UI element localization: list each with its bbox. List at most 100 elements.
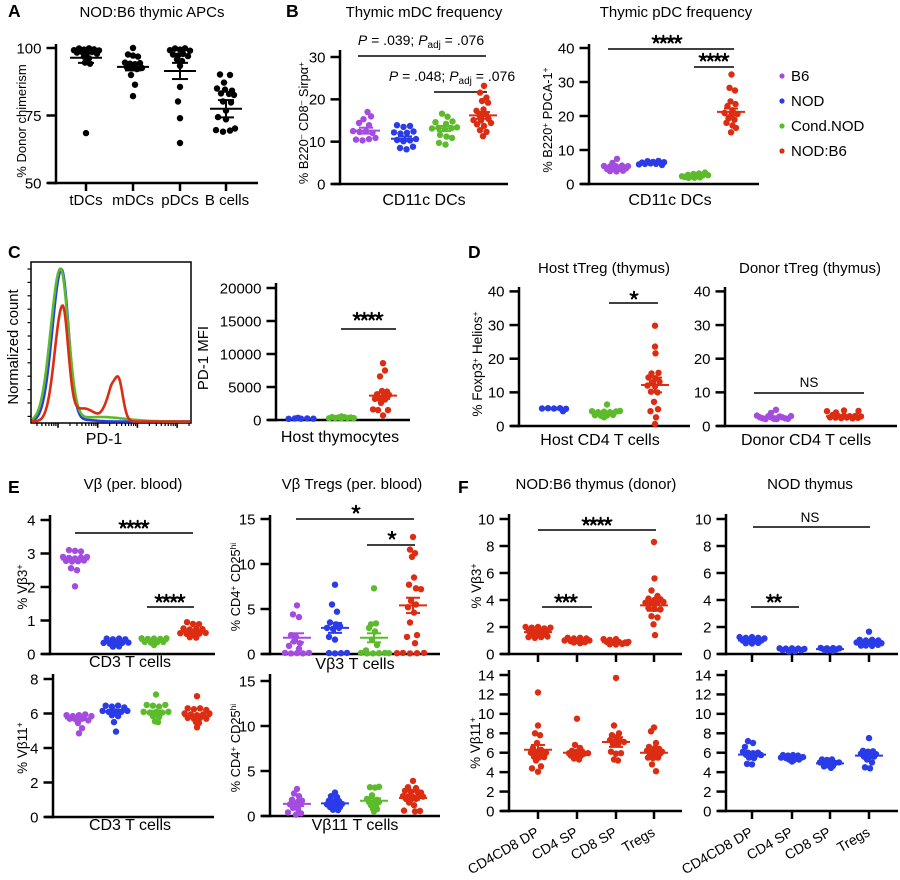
svg-text:30: 30	[309, 49, 326, 66]
svg-text:Normalized count: Normalized count	[6, 289, 22, 404]
svg-text:NOD:B6 thymus (donor): NOD:B6 thymus (donor)	[516, 476, 677, 493]
svg-text:100: 100	[16, 40, 41, 57]
svg-text:10: 10	[488, 385, 505, 402]
svg-text:0: 0	[496, 418, 504, 435]
svg-text:75: 75	[25, 108, 42, 125]
svg-text:0: 0	[702, 418, 710, 435]
svg-text:0: 0	[486, 646, 494, 663]
svg-text:10: 10	[558, 142, 575, 159]
svg-text:pDCs: pDCs	[161, 192, 199, 209]
svg-text:8: 8	[486, 726, 494, 743]
svg-text:0: 0	[27, 646, 35, 663]
svg-text:B cells: B cells	[205, 192, 249, 209]
svg-text:10: 10	[239, 556, 256, 573]
svg-text:15: 15	[239, 511, 256, 528]
svg-text:% CD4+ CD25hi: % CD4+ CD25hi	[228, 704, 243, 793]
svg-text:6: 6	[486, 745, 494, 762]
svg-text:8: 8	[703, 538, 711, 555]
svg-text:F: F	[458, 477, 469, 497]
svg-text:14: 14	[695, 667, 712, 684]
svg-text:B6: B6	[791, 68, 809, 85]
svg-text:12: 12	[478, 687, 495, 704]
svg-text:Cond.NOD: Cond.NOD	[791, 118, 865, 135]
svg-text:A: A	[8, 1, 21, 21]
svg-text:Vβ Tregs (per. blood): Vβ Tregs (per. blood)	[282, 476, 423, 493]
svg-text:2: 2	[30, 775, 38, 792]
svg-text:8: 8	[30, 671, 38, 688]
svg-text:5: 5	[247, 763, 255, 780]
svg-text:P = .048; Padj = .076: P = .048; Padj = .076	[389, 68, 515, 87]
svg-text:10: 10	[478, 511, 495, 528]
svg-text:50: 50	[25, 175, 42, 192]
svg-text:6: 6	[703, 745, 711, 762]
svg-text:% B220– CD8– Sirpα+: % B220– CD8– Sirpα+	[296, 62, 311, 184]
svg-text:2: 2	[703, 784, 711, 801]
svg-text:NOD thymus: NOD thymus	[767, 476, 853, 493]
svg-text:NOD:B6: NOD:B6	[791, 143, 847, 160]
svg-text:D: D	[468, 242, 481, 262]
svg-text:Host CD4 T cells: Host CD4 T cells	[540, 432, 659, 449]
svg-text:20: 20	[309, 92, 326, 109]
svg-text:Host tTreg (thymus): Host tTreg (thymus)	[538, 260, 670, 277]
svg-text:Thymic pDC frequency: Thymic pDC frequency	[600, 4, 753, 21]
svg-text:0: 0	[247, 646, 255, 663]
svg-text:6: 6	[703, 565, 711, 582]
svg-text:20: 20	[694, 351, 711, 368]
svg-text:10: 10	[478, 706, 495, 723]
svg-text:0: 0	[247, 808, 255, 825]
svg-text:30: 30	[558, 74, 575, 91]
svg-text:NOD:B6 thymic APCs: NOD:B6 thymic APCs	[79, 4, 224, 21]
svg-text:30: 30	[694, 317, 711, 334]
svg-text:12: 12	[695, 687, 712, 704]
svg-text:Vβ11 T cells: Vβ11 T cells	[312, 817, 399, 834]
svg-text:1: 1	[27, 613, 35, 630]
svg-text:mDCs: mDCs	[112, 192, 154, 209]
svg-text:10000: 10000	[220, 346, 262, 363]
svg-text:Vβ3 T cells: Vβ3 T cells	[315, 656, 394, 673]
svg-text:8: 8	[486, 538, 494, 555]
svg-text:NS: NS	[800, 375, 819, 390]
svg-text:3: 3	[27, 546, 35, 563]
svg-text:30: 30	[488, 317, 505, 334]
svg-text:PD-1 MFI: PD-1 MFI	[195, 326, 212, 390]
svg-text:2: 2	[486, 619, 494, 636]
svg-text:Vβ (per. blood): Vβ (per. blood)	[84, 476, 183, 493]
svg-text:CD3 T cells: CD3 T cells	[89, 817, 171, 834]
svg-text:10: 10	[694, 385, 711, 402]
svg-text:2: 2	[486, 784, 494, 801]
svg-text:Host thymocytes: Host thymocytes	[281, 429, 399, 446]
svg-text:Thymic mDC frequency: Thymic mDC frequency	[346, 4, 503, 21]
svg-text:4: 4	[27, 512, 35, 529]
svg-text:NS: NS	[801, 510, 820, 525]
svg-text:10: 10	[239, 718, 256, 735]
svg-text:PD-1: PD-1	[86, 431, 123, 448]
svg-text:Donor CD4 T cells: Donor CD4 T cells	[741, 432, 871, 449]
svg-text:tDCs: tDCs	[69, 192, 102, 209]
svg-text:% B220+ PDCA-1+: % B220+ PDCA-1+	[540, 67, 555, 172]
svg-text:0: 0	[253, 412, 261, 429]
svg-text:% Vβ11+: % Vβ11+	[15, 722, 30, 774]
svg-text:0: 0	[30, 809, 38, 826]
svg-text:% Foxp3+ Helios+: % Foxp3+ Helios+	[470, 311, 485, 416]
svg-text:P = .039; Padj = .076: P = .039; Padj = .076	[358, 32, 484, 51]
svg-text:10: 10	[695, 511, 712, 528]
svg-text:0: 0	[486, 803, 494, 820]
svg-text:0: 0	[317, 176, 325, 193]
svg-text:15: 15	[239, 673, 256, 690]
svg-text:8: 8	[703, 726, 711, 743]
svg-text:C: C	[8, 242, 21, 262]
svg-text:CD11c DCs: CD11c DCs	[628, 192, 711, 209]
svg-text:NOD: NOD	[791, 93, 825, 110]
svg-text:% Vβ11+: % Vβ11+	[468, 717, 483, 769]
svg-text:B: B	[286, 1, 299, 21]
svg-text:CD11c DCs: CD11c DCs	[382, 192, 465, 209]
svg-text:% Vβ3+: % Vβ3+	[469, 563, 484, 608]
svg-text:CD3 T cells: CD3 T cells	[89, 654, 171, 671]
svg-text:Donor tTreg (thymus): Donor tTreg (thymus)	[739, 260, 881, 277]
svg-text:20: 20	[558, 108, 575, 125]
svg-text:10: 10	[695, 706, 712, 723]
svg-text:5000: 5000	[228, 379, 261, 396]
svg-text:14: 14	[478, 667, 495, 684]
svg-text:5: 5	[247, 601, 255, 618]
svg-text:0: 0	[566, 176, 574, 193]
